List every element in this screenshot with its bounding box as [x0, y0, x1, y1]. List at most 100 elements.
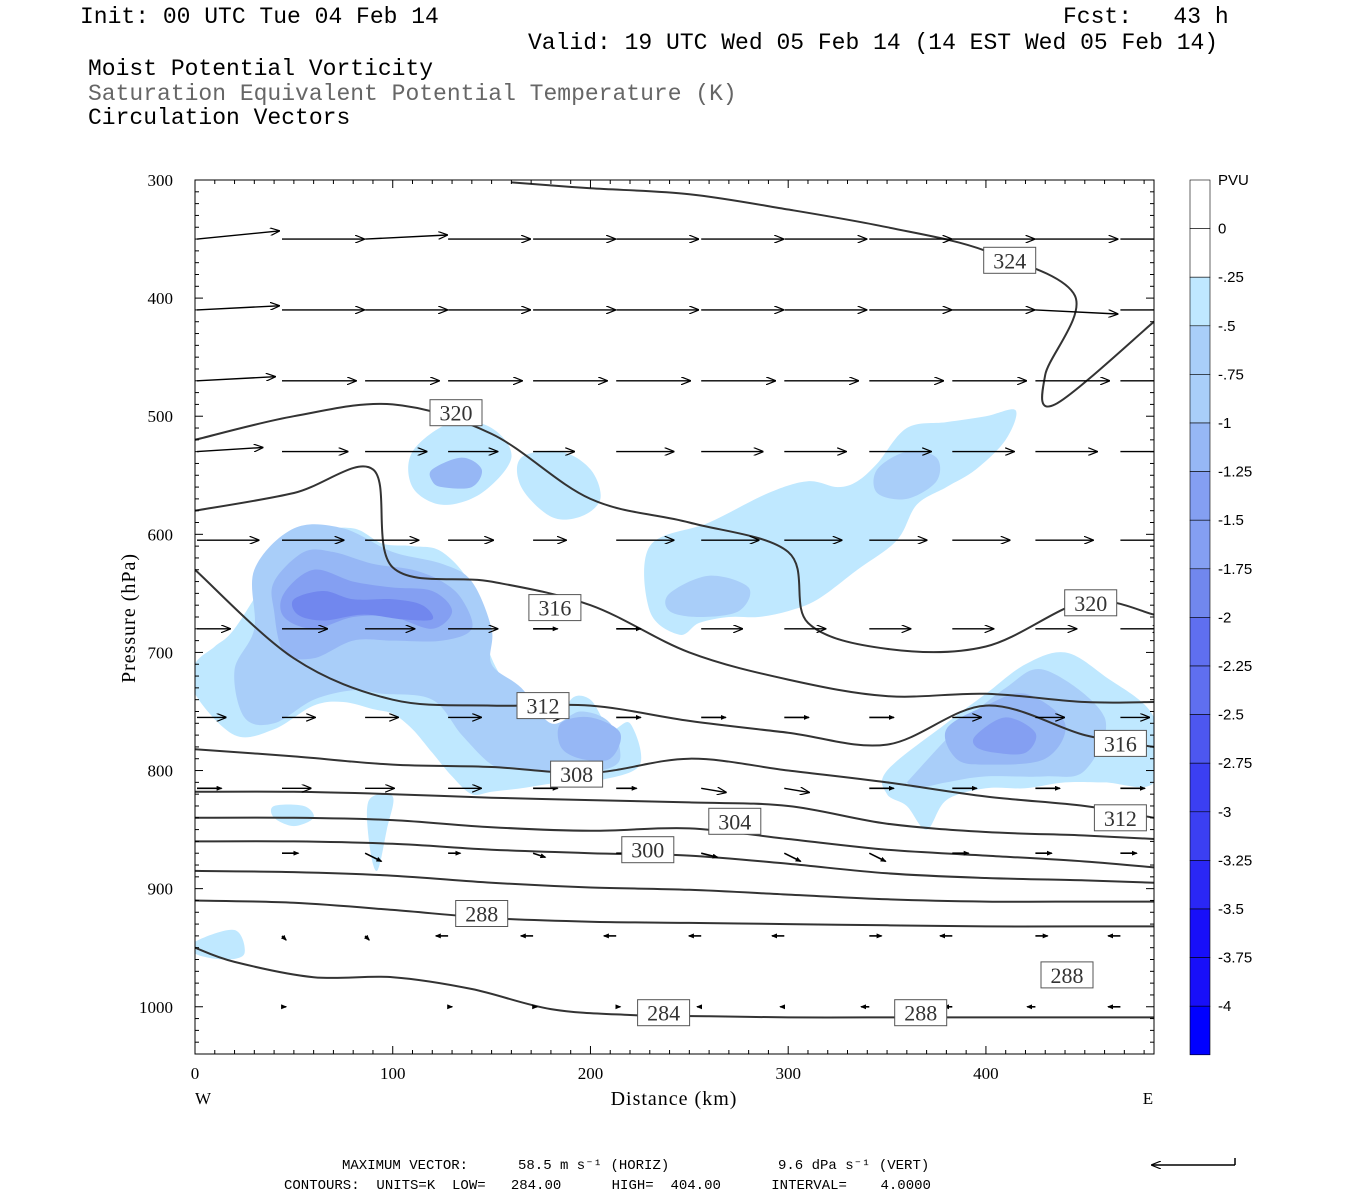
pv-shading	[195, 409, 1154, 960]
vector-arrow	[365, 235, 447, 240]
contour-label: 288	[455, 900, 509, 927]
y-tick-label: 400	[148, 289, 174, 308]
axes: 0 100 200 300 400 300 400 500 600 700 800 900 1000 W E…	[118, 171, 1154, 1110]
contour-label-text: 288	[465, 902, 498, 927]
contour-label-box	[429, 399, 483, 427]
colorbar-box	[1189, 179, 1211, 229]
colorbar-box	[1189, 617, 1211, 667]
vector-arrow	[196, 306, 279, 311]
valid-time: Valid: 19 UTC Wed 05 Feb 14 (14 EST Wed …	[528, 30, 1219, 56]
colorbar-box	[1189, 422, 1211, 472]
contour-label-text: 288	[904, 1001, 937, 1026]
vector-arrow	[783, 852, 802, 863]
contour-label: 284	[637, 999, 691, 1027]
x-tick-label: 100	[380, 1064, 406, 1083]
colorbar-tick-label: -2.25	[1218, 658, 1252, 675]
isentrope-2	[195, 899, 1154, 928]
y-tick-label: 600	[148, 525, 174, 544]
x-end-label-east: E	[1143, 1089, 1153, 1108]
contour-label-text: 320	[1074, 591, 1107, 616]
isentrope-4	[195, 840, 1154, 884]
contour-label: 308	[550, 760, 604, 788]
contour-label: 312	[516, 692, 570, 720]
colorbar-box	[1189, 519, 1211, 570]
contour-label-box	[1064, 589, 1118, 617]
contour-label-box	[708, 807, 762, 835]
vector-arrow	[1035, 309, 1117, 314]
colorbar-tick-label: -.75	[1218, 366, 1244, 383]
contour-label-text: 300	[631, 838, 664, 863]
y-tick-label: 500	[148, 407, 174, 426]
contour-label-text: 324	[993, 248, 1026, 273]
colorbar-box	[1189, 471, 1211, 521]
colorbar-tick-label: -3	[1218, 804, 1231, 821]
contour-label-box	[1040, 961, 1094, 989]
contour-label-box	[528, 594, 582, 622]
colorbar-box	[1189, 276, 1211, 327]
pv-region-18	[972, 717, 1037, 755]
vector-arrow	[701, 788, 726, 792]
contour-label-box	[1093, 804, 1147, 832]
contour-label-text: 312	[527, 694, 560, 719]
pv-region-14	[557, 716, 621, 762]
contour-label-box	[455, 900, 509, 927]
y-tick-label: 900	[148, 880, 174, 899]
colorbar-tick-label: -.5	[1218, 318, 1236, 335]
colorbar-box	[1189, 568, 1211, 618]
vector-arrow	[784, 788, 809, 792]
y-axis-title: Pressure (hPa)	[118, 553, 140, 683]
colorbar-box	[1189, 860, 1211, 910]
colorbar-box	[1189, 811, 1211, 861]
colorbar-tick-label: -1.25	[1218, 464, 1252, 481]
field-title-theta-es: Saturation Equivalent Potential Temperat…	[88, 81, 737, 107]
x-tick-label: 300	[775, 1064, 801, 1083]
contour-labels: 324 320 320 316 316 312 312 308 304 300 288 288 284 2…	[429, 246, 1147, 1027]
colorbar-tick-label: -1	[1218, 415, 1231, 432]
colorbar-box	[1189, 228, 1211, 278]
pv-region-7	[270, 804, 314, 827]
contour-label: 320	[1064, 589, 1118, 617]
colorbar-tick-label: -.25	[1218, 269, 1244, 286]
contour-label: 288	[894, 999, 948, 1027]
vector-arrow	[196, 231, 279, 240]
isentrope-10	[195, 402, 1154, 654]
colorbar-tick-label: -2	[1218, 609, 1231, 626]
colorbar-box	[1189, 1005, 1211, 1056]
contour-label: 288	[1040, 961, 1094, 989]
pv-region-11	[665, 575, 751, 617]
contour-label-text: 312	[1104, 806, 1137, 831]
contour-label-box	[516, 692, 570, 720]
contour-label-text: 288	[1051, 963, 1084, 988]
contour-label-box	[894, 999, 948, 1027]
contour-label-box	[637, 999, 691, 1027]
forecast-hour: Fcst: 43 h	[1063, 4, 1229, 30]
y-tick-label: 1000	[139, 998, 173, 1017]
y-tick-label: 700	[148, 643, 174, 662]
init-time: Init: 00 UTC Tue 04 Feb 14	[80, 4, 439, 30]
isentrope-8	[195, 569, 1154, 748]
pv-region-19	[291, 591, 434, 621]
contour-label-text: 320	[440, 401, 473, 426]
colorbar-box	[1189, 957, 1211, 1007]
pv-region-16	[429, 457, 483, 489]
contour-label-text: 308	[560, 762, 593, 787]
contour-label-text: 316	[1104, 731, 1137, 756]
contour-label-text: 284	[647, 1001, 680, 1026]
contour-label-box	[1093, 729, 1147, 757]
colorbar-box	[1189, 714, 1211, 764]
x-tick-label: 0	[191, 1064, 200, 1083]
colorbar-tick-label: -3.25	[1218, 852, 1252, 869]
x-end-label-west: W	[195, 1089, 212, 1108]
colorbar-box	[1189, 325, 1211, 375]
contour-label-box	[983, 246, 1037, 274]
isentrope-11	[511, 181, 1154, 408]
contour-label-text: 316	[538, 596, 571, 621]
y-tick-label: 300	[148, 171, 174, 190]
pv-region-8	[366, 793, 394, 872]
vector-arrow	[280, 934, 287, 941]
vector-arrow	[196, 448, 263, 453]
colorbar-tick-label: 0	[1218, 221, 1226, 238]
colorbar-tick-label: -4	[1218, 998, 1231, 1015]
contour-label-box	[550, 760, 604, 788]
